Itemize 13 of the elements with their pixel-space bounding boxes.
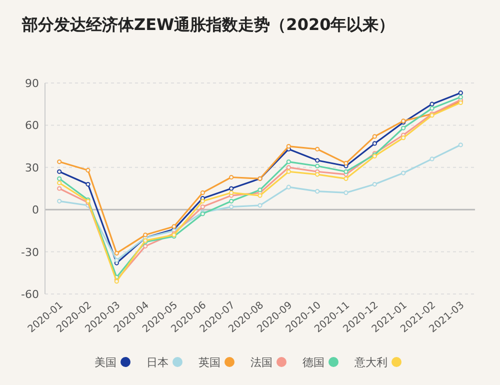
legend-label: 美国 — [94, 356, 116, 369]
legend-label: 法国 — [250, 356, 272, 369]
y-tick-label: 30 — [25, 161, 39, 174]
y-tick-label: 60 — [25, 119, 39, 132]
legend-label: 日本 — [146, 356, 168, 369]
legend-label: 英国 — [198, 356, 220, 369]
chart-title: 部分发达经济体ZEW通胀指数走势（2020年以来） — [21, 15, 395, 34]
y-tick-label: 90 — [25, 77, 39, 90]
y-tick-label: -60 — [21, 288, 39, 301]
legend-label: 意大利 — [354, 356, 388, 369]
y-tick-label: -30 — [21, 246, 39, 259]
legend-label: 德国 — [302, 356, 324, 369]
y-tick-label: 0 — [32, 204, 39, 217]
